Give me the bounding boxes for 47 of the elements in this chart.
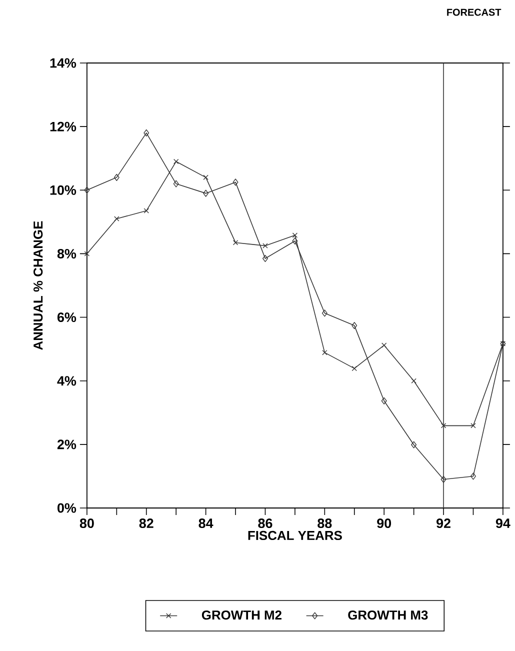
- point: [173, 158, 179, 164]
- x-tick-label: 88: [318, 518, 332, 528]
- x-tick-label: 94: [496, 518, 510, 528]
- point: [144, 129, 150, 136]
- y-tick-label: 6%: [57, 312, 76, 322]
- x-tick-label: 90: [377, 518, 392, 528]
- x-tick-label: 92: [436, 518, 450, 528]
- point: [322, 310, 328, 317]
- point: [381, 342, 387, 348]
- point: [322, 350, 328, 356]
- y-tick-label: 2%: [57, 440, 76, 450]
- y-tick-label: 8%: [57, 248, 76, 258]
- point: [352, 322, 358, 330]
- point: [470, 423, 476, 428]
- point: [440, 476, 446, 483]
- y-tick-label: 10%: [50, 185, 76, 195]
- y-tick-label: 12%: [50, 122, 76, 132]
- point: [84, 251, 90, 256]
- point: [232, 178, 238, 186]
- text: FORECAST: [447, 8, 502, 16]
- y-tick-label: 4%: [57, 376, 76, 386]
- x-axis-title: FISCAL YEARS: [248, 530, 342, 540]
- point: [411, 441, 417, 448]
- legend-label: GROWTH M2: [202, 610, 282, 620]
- point: [440, 423, 446, 428]
- point: [114, 216, 120, 222]
- point: [262, 243, 268, 248]
- point: [352, 366, 357, 372]
- legend-label: GROWTH M3: [348, 610, 428, 620]
- point: [262, 254, 268, 262]
- point: [84, 186, 90, 194]
- point: [381, 397, 387, 404]
- y-tick-label: 14%: [50, 58, 76, 68]
- y-tick-label: 0%: [58, 503, 76, 513]
- x-tick-label: 86: [258, 518, 272, 528]
- y-axis-title: ANNUAL % CHANGE: [33, 221, 43, 350]
- point: [232, 240, 238, 246]
- x-tick-label: 80: [80, 518, 94, 528]
- point: [144, 208, 149, 214]
- point: [173, 180, 179, 188]
- x-tick-label: 82: [139, 518, 154, 528]
- point: [114, 174, 120, 181]
- point: [203, 190, 209, 197]
- x-tick-label: 84: [198, 518, 214, 528]
- point: [203, 174, 208, 180]
- point: [470, 472, 476, 480]
- point: [411, 378, 416, 384]
